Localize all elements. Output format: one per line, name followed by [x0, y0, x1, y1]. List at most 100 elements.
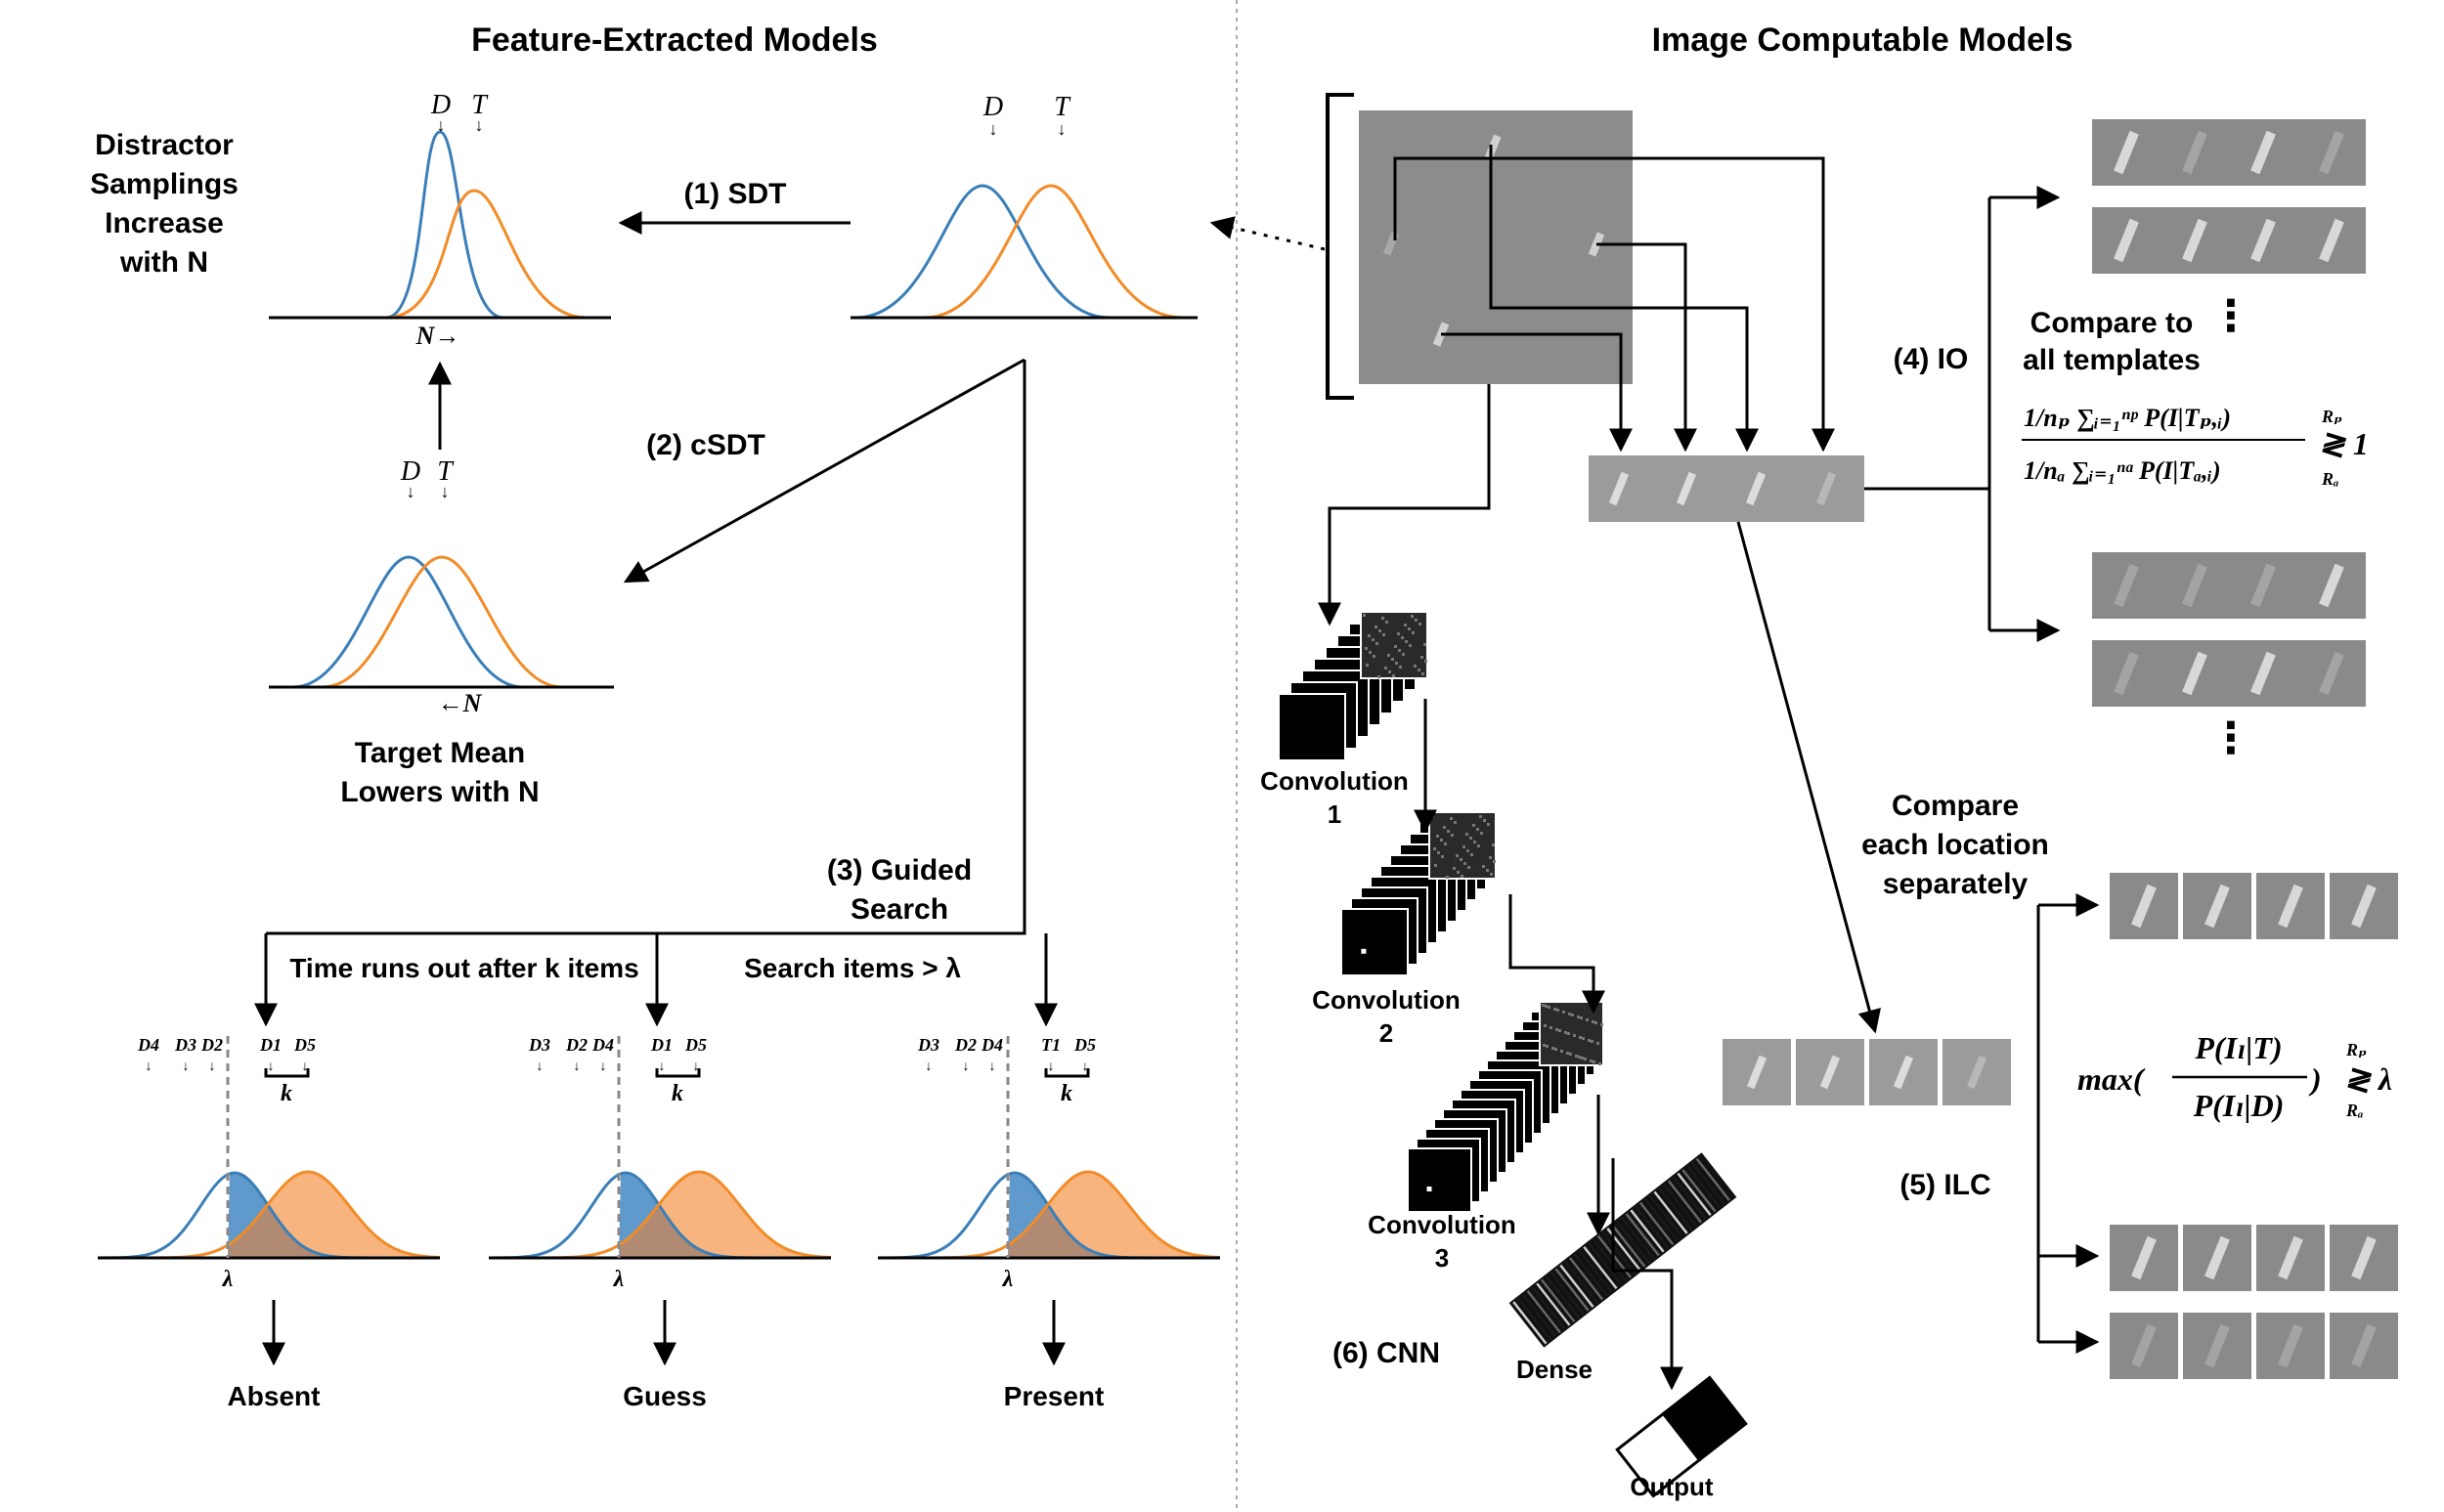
noise-dot — [1581, 1057, 1584, 1059]
guided-panel: λ D4 ↓ D3 ↓ D2 ↓ D1 ↓ D5 ↓ k Absent — [98, 1035, 441, 1411]
noise-dot — [1405, 640, 1408, 643]
noise-dot — [1562, 1011, 1565, 1014]
noise-dot — [1408, 627, 1411, 630]
dense-layer — [1508, 1152, 1737, 1348]
noise-dot — [1472, 824, 1475, 827]
noise-dot — [1548, 1006, 1550, 1009]
dense-unit — [1686, 1165, 1722, 1209]
stimulus-image — [1359, 110, 1633, 384]
sdt-distribution-panel: D T ↓ ↓ N→ — [269, 90, 611, 350]
dense-unit — [1564, 1260, 1599, 1305]
distractor-label: D — [430, 90, 451, 120]
sdt-label: (1) SDT — [684, 178, 787, 210]
template-item — [2319, 563, 2344, 608]
left-section-title: Feature-Extracted Models — [471, 22, 878, 59]
overlap-fill — [1008, 1206, 1220, 1258]
cnn-layer-label: 3 — [1435, 1243, 1449, 1273]
noise-dot — [1450, 817, 1453, 820]
order-label: D5 — [684, 1035, 707, 1055]
conv2-stack — [1340, 811, 1497, 976]
ilc-label: (5) ILC — [1899, 1169, 1990, 1201]
ilc-template-row — [2110, 1313, 2398, 1379]
io-formula-denominator: 1/nₐ ∑ᵢ₌₁ⁿᵃ P(I|Tₐ,ᵢ) — [2024, 456, 2221, 485]
cnn-layer-stacks — [1278, 611, 1604, 1213]
feature-map — [1407, 1147, 1472, 1213]
template-item — [2250, 130, 2276, 175]
sdt-axis-label: N→ — [415, 322, 460, 350]
dense-unit — [1639, 1201, 1675, 1245]
template-item — [2182, 563, 2207, 608]
noise-dot — [1363, 614, 1366, 617]
dense-unit — [1643, 1198, 1680, 1242]
ilc-formula-numerator: P(Iₗ|T) — [2194, 1030, 2282, 1065]
io-r-top: Rₚ — [2321, 407, 2342, 426]
io-template-row — [2092, 207, 2366, 274]
template-item — [2182, 130, 2207, 175]
noise-dot — [1365, 647, 1368, 650]
conv1-stack — [1278, 611, 1428, 761]
target-curve — [385, 189, 588, 320]
dense-unit — [1630, 1209, 1665, 1253]
io-r-bottom: Rₐ — [2321, 469, 2338, 489]
template-item — [2114, 130, 2139, 175]
order-label: T1 — [1041, 1035, 1061, 1055]
template-item — [2131, 1323, 2157, 1368]
target-tick: ↓ — [441, 482, 450, 501]
overlap-fill — [228, 1206, 440, 1258]
k-label: k — [672, 1081, 683, 1106]
order-label: D5 — [1073, 1035, 1096, 1055]
dense-unit — [1549, 1272, 1585, 1316]
ilc-arrow — [1736, 521, 1881, 1034]
noise-dot — [1575, 1055, 1578, 1058]
noise-dot — [1375, 626, 1377, 628]
noise-dot — [1397, 632, 1400, 635]
order-label: D3 — [917, 1035, 939, 1055]
dense-unit — [1531, 1286, 1566, 1330]
noise-dot — [1470, 853, 1473, 856]
output-layer — [1615, 1375, 1748, 1498]
guided-rule-threshold: Search items > λ — [744, 953, 961, 983]
template-item — [2351, 1235, 2377, 1280]
dense-unit — [1521, 1293, 1557, 1337]
guided-panel: λ D3 ↓ D2 ↓ D4 ↓ T1 ↓ D5 ↓ k Present — [878, 1035, 1221, 1411]
feature-activation — [1361, 948, 1367, 954]
csdt-arrow — [623, 358, 1026, 583]
noise-dot — [1454, 821, 1457, 824]
ilc-crop-item — [1966, 1055, 1987, 1090]
noise-dot — [1551, 1047, 1554, 1050]
noise-dot — [1592, 1020, 1594, 1023]
output-unit-present — [1661, 1375, 1748, 1462]
dense-to-output-arrow — [1611, 1158, 1683, 1391]
search-display — [1359, 110, 1633, 384]
order-tick: ↓ — [989, 1058, 996, 1073]
crop-strip-bg — [1589, 455, 1864, 522]
io-template-row — [2092, 119, 2366, 186]
noise-dot — [1558, 1029, 1561, 1032]
dense-unit — [1601, 1231, 1637, 1275]
noise-dot — [1588, 1039, 1591, 1042]
noise-dot — [1402, 653, 1405, 656]
template-item — [2114, 651, 2139, 696]
noise-dot — [1446, 876, 1449, 879]
dense-unit — [1635, 1205, 1670, 1249]
noise-dot — [1378, 629, 1381, 632]
dense-unit — [1559, 1264, 1594, 1308]
noise-dot — [1571, 1014, 1574, 1016]
io-label: (4) IO — [1894, 343, 1969, 375]
dense-unit — [1625, 1213, 1660, 1257]
noise-dot — [1457, 871, 1460, 874]
distractor-curve — [292, 555, 524, 689]
noise-dot — [1473, 841, 1476, 843]
noise-dot — [1586, 1018, 1589, 1021]
noise-dot — [1553, 1008, 1556, 1011]
noise-dot — [1447, 830, 1450, 833]
cnn-layer-label: Convolution — [1312, 985, 1461, 1015]
noise-dot — [1418, 669, 1420, 671]
noise-dot — [1368, 634, 1371, 637]
noise-dot — [1395, 662, 1398, 665]
ilc-note-line-2: each location — [1861, 829, 2049, 861]
dense-unit — [1568, 1257, 1604, 1301]
dense-unit — [1653, 1190, 1688, 1234]
k-label: k — [1061, 1081, 1072, 1106]
noise-dot — [1549, 1026, 1552, 1029]
